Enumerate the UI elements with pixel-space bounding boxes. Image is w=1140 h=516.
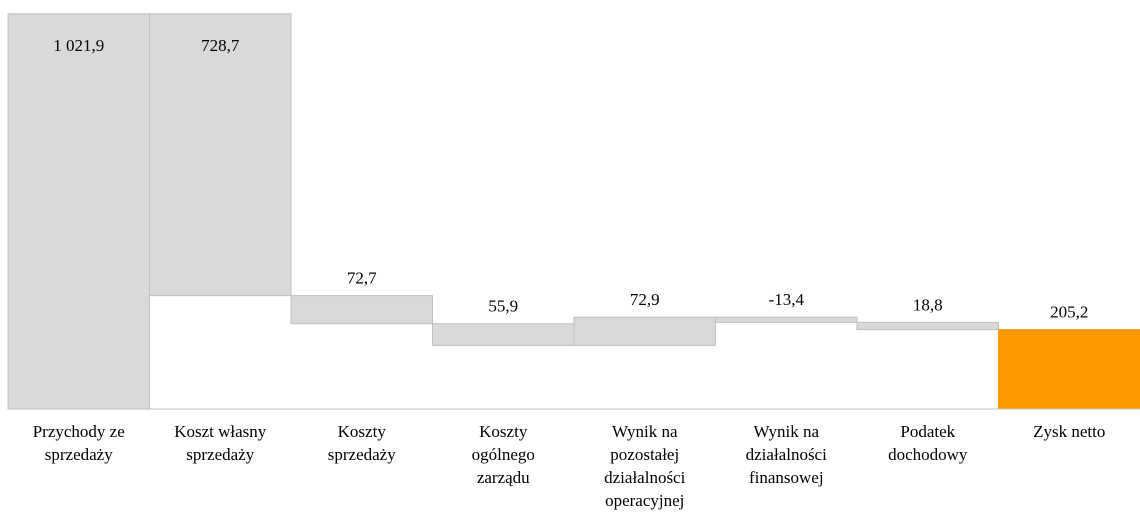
- bar: [573, 316, 716, 346]
- x-tick-label: Wynik na pozostałej działalności operacyjne…: [604, 422, 685, 510]
- label-line: działalności: [604, 468, 685, 487]
- label-line: sprzedaży: [45, 445, 113, 464]
- bar: [290, 295, 433, 325]
- x-tick-label: Wynik na działalności finansowej: [746, 422, 827, 487]
- label-line: Podatek: [900, 422, 955, 441]
- label-line: pozostałej: [610, 445, 679, 464]
- x-tick-label: Koszty sprzedaży: [328, 422, 396, 464]
- value-label: 18,8: [913, 295, 943, 314]
- label-line: Przychody ze: [33, 422, 125, 441]
- label-line: Koszt własny: [174, 422, 267, 441]
- x-tick-label: Zysk netto: [1033, 422, 1105, 441]
- bar: [7, 13, 150, 410]
- label-line: operacyjnej: [605, 491, 684, 510]
- bar: [432, 323, 575, 346]
- bar: [715, 316, 858, 323]
- label-line: działalności: [746, 445, 827, 464]
- bar: [856, 321, 999, 331]
- label-line: Wynik na: [612, 422, 678, 441]
- label-line: Koszty: [338, 422, 387, 441]
- x-tick-label: Przychody ze sprzedaży: [33, 422, 125, 464]
- label-line: dochodowy: [888, 445, 968, 464]
- value-label: 55,9: [488, 297, 518, 316]
- value-label: 1 021,9: [53, 36, 104, 55]
- value-label: 728,7: [201, 36, 240, 55]
- label-line: finansowej: [749, 468, 824, 487]
- label-line: Zysk netto: [1033, 422, 1105, 441]
- label-line: zarządu: [477, 468, 530, 487]
- bar: [149, 13, 292, 297]
- label-line: ogólnego: [472, 445, 535, 464]
- label-line: Koszty: [479, 422, 528, 441]
- value-label: 205,2: [1050, 303, 1088, 322]
- x-tick-label: Podatek dochodowy: [888, 422, 968, 464]
- value-label: -13,4: [769, 290, 805, 309]
- label-line: sprzedaży: [186, 445, 254, 464]
- value-label: 72,9: [630, 290, 660, 309]
- value-label: 72,7: [347, 269, 377, 288]
- label-line: sprzedaży: [328, 445, 396, 464]
- x-tick-label: Koszt własny sprzedaży: [174, 422, 267, 464]
- label-line: Wynik na: [753, 422, 819, 441]
- x-tick-label: Koszty ogólnego zarządu: [472, 422, 535, 487]
- bar: [998, 329, 1140, 410]
